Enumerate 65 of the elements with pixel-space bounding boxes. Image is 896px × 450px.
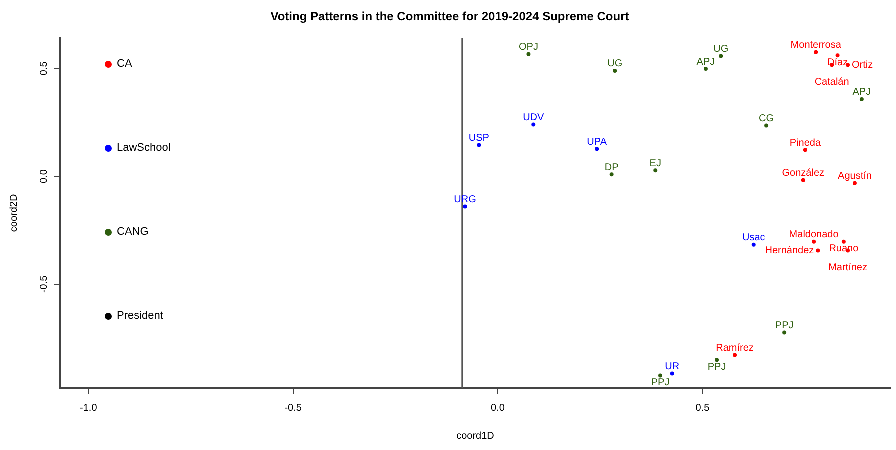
- point: [670, 372, 674, 376]
- y-tick-label: 0.0: [38, 169, 50, 184]
- data-label: Ramírez: [716, 342, 754, 354]
- data-label: EJ: [650, 158, 662, 170]
- data-label: Hernández: [765, 246, 814, 256]
- data-label: UDV: [523, 112, 545, 124]
- point: [477, 143, 482, 148]
- point: [860, 97, 864, 102]
- point: [719, 54, 724, 58]
- legend-label: President: [117, 310, 164, 322]
- data-label: USP: [468, 132, 490, 144]
- data-label: Martínez: [828, 262, 868, 274]
- data-label: Maldonado: [789, 230, 840, 241]
- x-tick-label: 0.0: [491, 402, 506, 414]
- point: [715, 358, 720, 362]
- point: [595, 147, 600, 152]
- y-tick-label: -0.5: [38, 275, 50, 294]
- legend-label: CA: [117, 58, 132, 70]
- legend-label: CANG: [117, 226, 149, 238]
- data-label: APJ: [852, 87, 872, 98]
- data-label: CG: [759, 114, 774, 125]
- point: [654, 168, 658, 173]
- chart-title: Voting Patterns in the Committee for 2019-2024 Supreme Court: [270, 10, 630, 24]
- y-tick-label: 0.5: [38, 61, 50, 76]
- x-tick-label: -1.0: [80, 402, 98, 414]
- data-label: Catalán: [814, 76, 850, 88]
- point: [803, 148, 808, 152]
- data-label: Pineda: [790, 138, 822, 149]
- point: [814, 50, 818, 54]
- point: [733, 353, 738, 358]
- x-tick-label: 0.5: [696, 402, 710, 414]
- point: [704, 67, 708, 72]
- point: [752, 242, 756, 247]
- point: [836, 54, 840, 58]
- data-label: Monterrosa: [790, 40, 842, 52]
- data-label: Usac: [742, 232, 766, 244]
- data-label: UPA: [587, 136, 608, 148]
- point: [764, 124, 769, 128]
- point: [801, 178, 806, 182]
- point: [658, 374, 663, 378]
- point: [463, 204, 468, 209]
- point: [526, 52, 531, 56]
- data-label: PPJ: [651, 377, 670, 388]
- point: [812, 240, 816, 244]
- point: [842, 240, 846, 244]
- y-axis-title: coord2D: [8, 194, 20, 232]
- legend-label: LawSchool: [117, 142, 171, 154]
- point: [816, 248, 820, 253]
- data-label: González: [782, 168, 825, 180]
- data-label: PPJ: [708, 362, 726, 373]
- data-label: DP: [604, 162, 620, 174]
- data-label: Agustín: [838, 171, 872, 182]
- point: [782, 330, 787, 335]
- point: [532, 122, 536, 127]
- point: [610, 172, 614, 177]
- data-label: UG: [714, 44, 729, 56]
- point: [613, 68, 618, 73]
- data-label: UG: [608, 58, 623, 70]
- data-label: UR: [665, 362, 680, 373]
- x-axis-title: coord1D: [456, 430, 494, 442]
- data-label: PPJ: [775, 320, 794, 332]
- data-label: APJ: [696, 56, 716, 68]
- data-label: OPJ: [518, 42, 538, 54]
- data-label: Ortiz: [852, 60, 874, 71]
- x-tick-label: -0.5: [284, 402, 302, 414]
